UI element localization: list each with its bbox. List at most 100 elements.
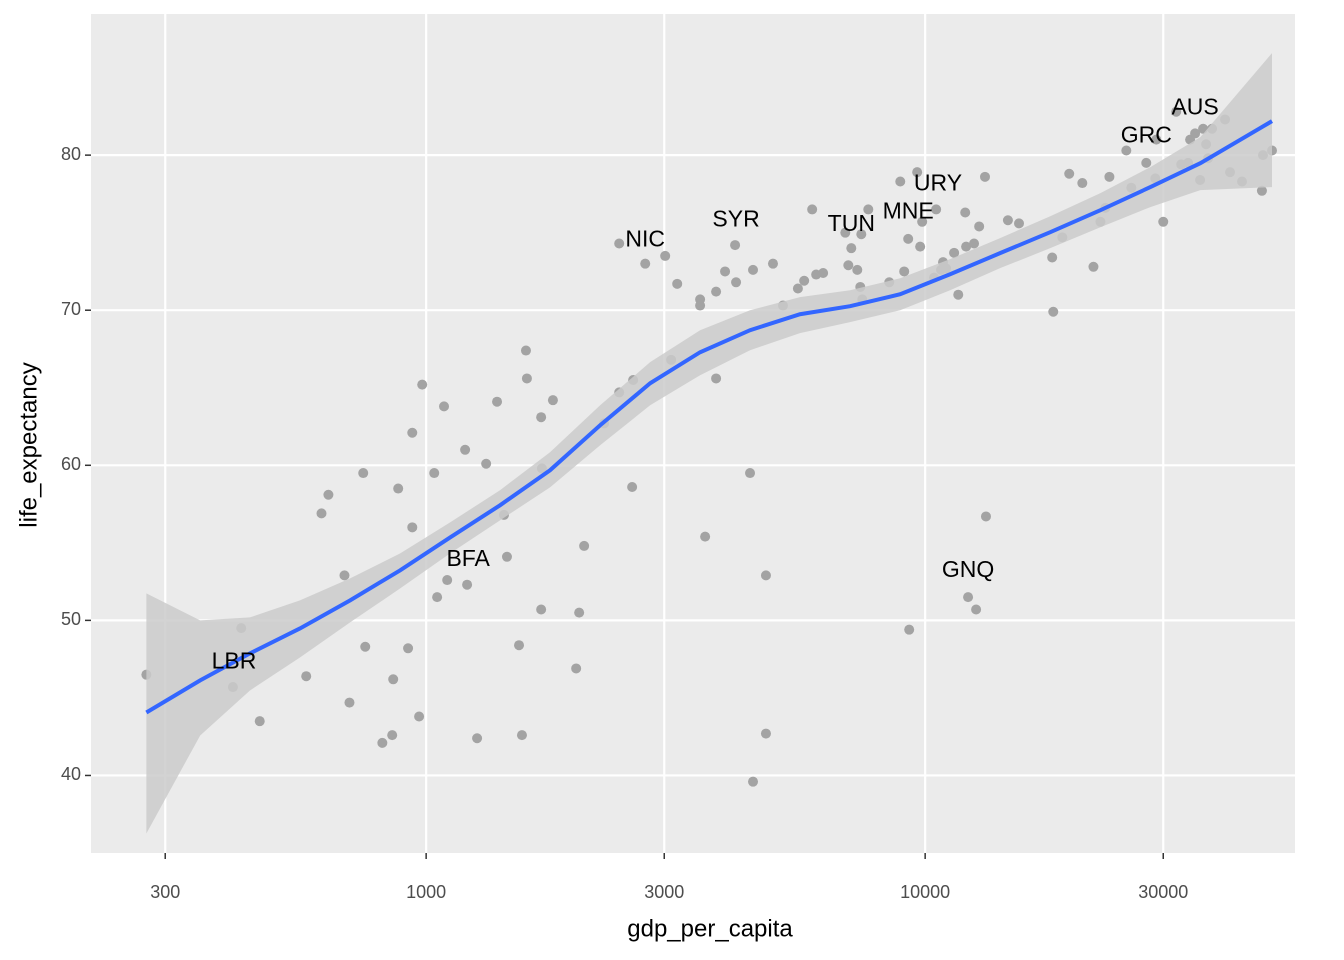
x-tick-label: 300 (150, 882, 180, 902)
point-label: GRC (1121, 122, 1172, 148)
point (979, 171, 990, 182)
point-label: MNE (883, 198, 934, 224)
point (414, 711, 425, 722)
point (904, 624, 915, 635)
point (711, 373, 722, 384)
y-tick-label: 50 (61, 609, 81, 629)
point (407, 522, 418, 533)
point (843, 260, 854, 271)
point (614, 238, 625, 249)
point (417, 379, 428, 390)
point (501, 551, 512, 562)
x-tick-label: 10000 (900, 882, 950, 902)
point (254, 716, 265, 727)
point (660, 250, 671, 261)
point-label: GNQ (942, 556, 994, 582)
point (640, 258, 651, 269)
point (863, 204, 874, 215)
point (931, 204, 942, 215)
point (1171, 106, 1182, 117)
point (767, 258, 778, 269)
point (1151, 134, 1162, 145)
point (301, 671, 312, 682)
point (818, 267, 829, 278)
point (574, 607, 585, 618)
point (516, 730, 527, 741)
point (1158, 216, 1169, 227)
point (748, 264, 759, 275)
x-tick-label: 3000 (644, 882, 684, 902)
point (961, 241, 972, 252)
y-tick-label: 40 (61, 764, 81, 784)
point (481, 458, 492, 469)
point (1121, 145, 1132, 156)
point (720, 266, 731, 277)
y-axis-title: life_expectancy (15, 362, 42, 527)
point (980, 511, 991, 522)
point (472, 733, 483, 744)
point (439, 401, 450, 412)
point (974, 221, 985, 232)
point (711, 286, 722, 297)
point (1077, 178, 1088, 189)
smooth-line (145, 119, 1274, 715)
point (393, 483, 404, 494)
point (1088, 261, 1099, 272)
point (760, 728, 771, 739)
point (1141, 157, 1152, 168)
point (695, 300, 706, 311)
point (407, 427, 418, 438)
point (536, 604, 547, 615)
point (521, 373, 532, 384)
point (672, 278, 683, 289)
point (846, 243, 857, 254)
point (1002, 215, 1013, 226)
point (547, 395, 558, 406)
point (960, 207, 971, 218)
point (963, 592, 974, 603)
point (323, 489, 334, 500)
point (520, 345, 531, 356)
point-label: SYR (712, 205, 759, 231)
point (377, 737, 388, 748)
point (799, 275, 810, 286)
point (387, 730, 398, 741)
point (700, 531, 711, 542)
point-label: NIC (625, 225, 665, 251)
point (432, 592, 443, 603)
point (1047, 252, 1058, 263)
point (571, 663, 582, 674)
point (730, 240, 741, 251)
point (536, 412, 547, 423)
point (460, 444, 471, 455)
point (899, 266, 910, 277)
point (360, 641, 371, 652)
point (949, 247, 960, 258)
point (1064, 168, 1075, 179)
point (344, 697, 355, 708)
point (745, 468, 756, 479)
point (579, 540, 590, 551)
point (1104, 171, 1115, 182)
confidence-band (146, 53, 1272, 834)
point-label: BFA (446, 545, 490, 571)
point (969, 238, 980, 249)
point (856, 229, 867, 240)
point (388, 674, 399, 685)
point-label: AUS (1171, 94, 1218, 120)
point (792, 283, 803, 294)
point (442, 575, 453, 586)
point-label: URY (914, 170, 962, 196)
x-tick-label: 1000 (406, 882, 446, 902)
point-label: TUN (828, 210, 875, 236)
point (852, 264, 863, 275)
point (917, 216, 928, 227)
point (971, 604, 982, 615)
point (358, 468, 369, 479)
point (403, 643, 414, 654)
point (462, 579, 473, 590)
y-tick-label: 70 (61, 299, 81, 319)
point (953, 289, 964, 300)
point (492, 396, 503, 407)
point (1256, 185, 1267, 196)
